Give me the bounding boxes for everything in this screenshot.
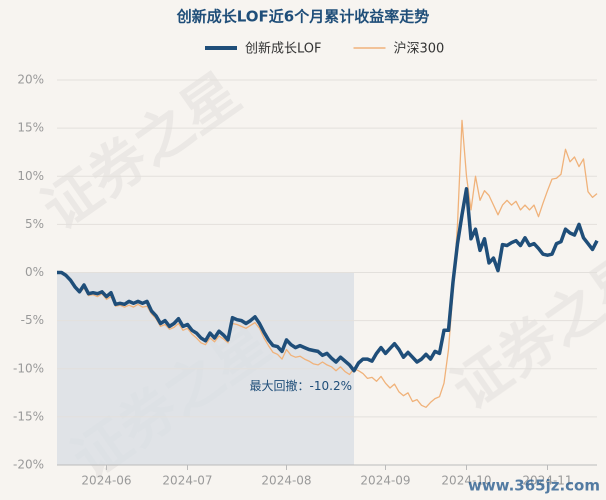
- chart-title: 创新成长LOF近6个月累计收益率走势: [176, 8, 429, 26]
- watermark: 证券之星: [441, 241, 606, 423]
- y-tick-label: 0%: [25, 265, 44, 279]
- y-tick-label: 20%: [17, 73, 44, 87]
- legend-label: 创新成长LOF: [245, 41, 322, 57]
- y-tick-label: -10%: [13, 361, 44, 375]
- y-tick-label: -20%: [13, 458, 44, 472]
- y-tick-label: 5%: [25, 217, 44, 231]
- annotation: 最大回撤：-10.2%: [250, 378, 352, 393]
- x-tick-label: 2024-09: [360, 474, 410, 488]
- series-line: [57, 119, 598, 408]
- x-tick-label: 2024-10: [441, 474, 491, 488]
- y-tick-label: 10%: [17, 169, 44, 183]
- site-mark: www.365jz.com: [468, 477, 600, 495]
- x-tick-label: 2024-07: [162, 474, 212, 488]
- watermark: 证券之星: [31, 61, 252, 243]
- y-tick-label: -5%: [21, 313, 44, 327]
- x-tick-label: 2024-11: [522, 474, 572, 488]
- series-line: [57, 187, 599, 373]
- y-tick-label: 15%: [17, 121, 44, 135]
- y-tick-label: -15%: [13, 409, 44, 423]
- x-tick-label: 2024-06: [81, 474, 131, 488]
- x-tick-label: 2024-08: [261, 474, 311, 488]
- legend-label: 沪深300: [394, 41, 445, 57]
